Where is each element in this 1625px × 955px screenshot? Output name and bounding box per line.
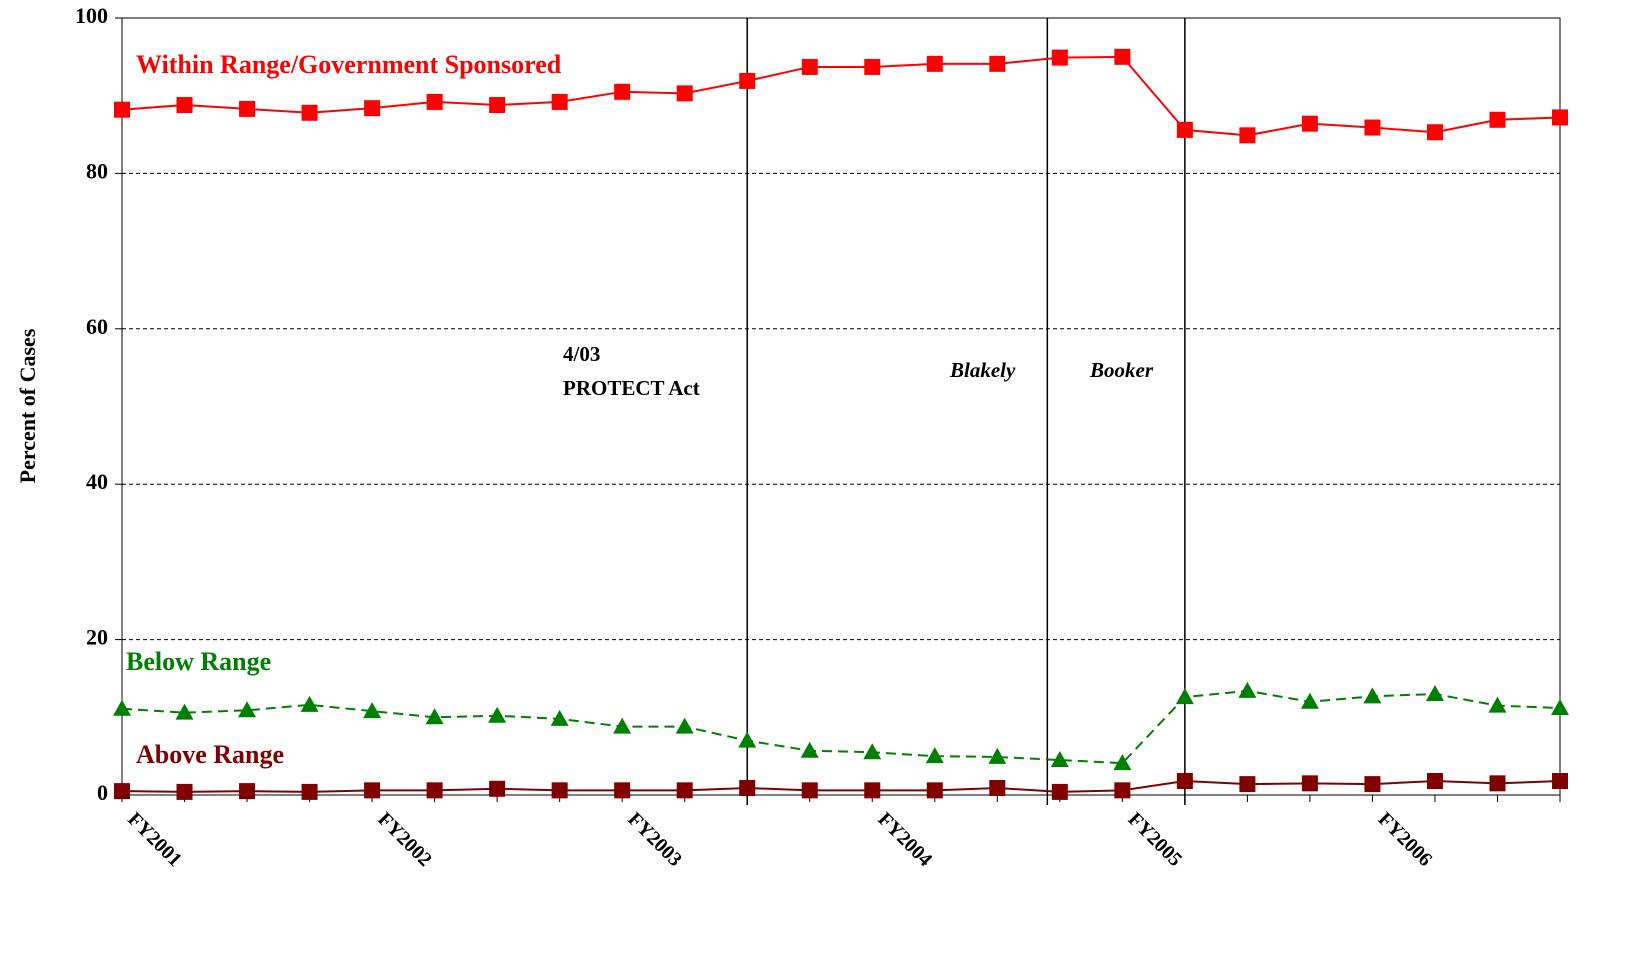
data-point xyxy=(1175,688,1194,705)
data-point xyxy=(550,709,569,726)
data-point xyxy=(800,741,819,758)
data-point xyxy=(1114,782,1131,799)
data-point xyxy=(988,747,1007,764)
data-point xyxy=(1050,751,1069,768)
event-label: Blakely xyxy=(949,358,1016,382)
data-point xyxy=(301,104,318,121)
x-tick-label: FY2006 xyxy=(1374,808,1437,871)
data-point xyxy=(675,717,694,734)
series-label: Within Range/Government Sponsored xyxy=(136,50,562,79)
data-point xyxy=(1051,49,1068,66)
data-point xyxy=(364,782,381,799)
data-point xyxy=(176,783,193,800)
x-tick-label: FY2003 xyxy=(623,808,686,871)
data-point xyxy=(926,782,943,799)
plot-frame xyxy=(121,17,1561,796)
series-line xyxy=(121,689,1561,765)
data-point xyxy=(175,703,194,720)
data-point xyxy=(863,743,882,760)
series-line xyxy=(121,55,1561,137)
data-point xyxy=(176,97,193,114)
y-tick-label: 0 xyxy=(97,780,108,805)
data-point xyxy=(1239,127,1256,144)
data-point xyxy=(864,782,881,799)
data-point xyxy=(1301,115,1318,132)
data-point xyxy=(1552,773,1568,790)
data-point xyxy=(364,100,381,117)
data-point xyxy=(1425,684,1444,701)
data-point xyxy=(114,101,130,118)
data-point xyxy=(301,783,318,800)
event-label: PROTECT Act xyxy=(563,376,700,400)
data-point xyxy=(989,780,1006,797)
data-point xyxy=(989,55,1006,72)
y-tick-label: 100 xyxy=(75,3,108,28)
data-point xyxy=(739,780,756,797)
data-point xyxy=(300,695,319,712)
y-tick-label: 80 xyxy=(86,158,108,183)
data-point xyxy=(1114,48,1131,65)
data-point xyxy=(238,701,257,718)
data-point xyxy=(1051,783,1068,800)
data-point xyxy=(613,717,632,734)
data-point xyxy=(1552,109,1568,126)
data-point xyxy=(425,708,444,725)
data-point xyxy=(1176,773,1193,790)
event-label: 4/03 xyxy=(563,342,600,366)
data-point xyxy=(1238,681,1257,698)
data-point xyxy=(1363,687,1382,704)
data-point xyxy=(1300,692,1319,709)
data-point xyxy=(113,699,131,716)
data-point xyxy=(926,55,943,72)
y-tick-label: 60 xyxy=(86,314,108,339)
data-point xyxy=(1489,111,1506,128)
data-point xyxy=(551,782,568,799)
series-label: Below Range xyxy=(126,647,271,676)
data-point xyxy=(239,100,256,117)
x-tick-label: FY2004 xyxy=(873,808,936,871)
data-point xyxy=(864,58,881,75)
data-point xyxy=(426,93,443,110)
x-tick-label: FY2001 xyxy=(123,808,186,871)
y-tick-label: 40 xyxy=(86,469,108,494)
data-point xyxy=(489,97,506,114)
data-point xyxy=(1426,124,1443,141)
series-label: Above Range xyxy=(136,740,284,769)
data-point xyxy=(488,706,507,723)
data-point xyxy=(1239,776,1256,793)
data-point xyxy=(1551,698,1569,715)
series-line xyxy=(121,780,1561,793)
data-point xyxy=(114,783,130,800)
data-point xyxy=(239,783,256,800)
data-point xyxy=(426,782,443,799)
data-point xyxy=(614,83,631,100)
data-point xyxy=(1489,775,1506,792)
y-tick-label: 20 xyxy=(86,625,108,650)
data-point xyxy=(1301,775,1318,792)
y-axis-label: Percent of Cases xyxy=(15,328,40,483)
x-tick-label: FY2005 xyxy=(1124,808,1187,871)
data-point xyxy=(551,93,568,110)
data-point xyxy=(801,58,818,75)
data-point xyxy=(1426,773,1443,790)
data-point xyxy=(363,702,382,719)
event-label: Booker xyxy=(1089,358,1154,382)
data-point xyxy=(1364,119,1381,136)
data-point xyxy=(1113,754,1132,771)
data-point xyxy=(1488,696,1507,713)
x-tick-label: FY2002 xyxy=(373,808,436,871)
data-point xyxy=(925,747,944,764)
data-point xyxy=(801,782,818,799)
data-point xyxy=(1364,776,1381,793)
data-point xyxy=(614,782,631,799)
data-point xyxy=(738,731,757,748)
data-point xyxy=(489,780,506,797)
data-point xyxy=(739,72,756,89)
data-point xyxy=(676,782,693,799)
data-point xyxy=(1176,121,1193,138)
data-point xyxy=(676,85,693,102)
